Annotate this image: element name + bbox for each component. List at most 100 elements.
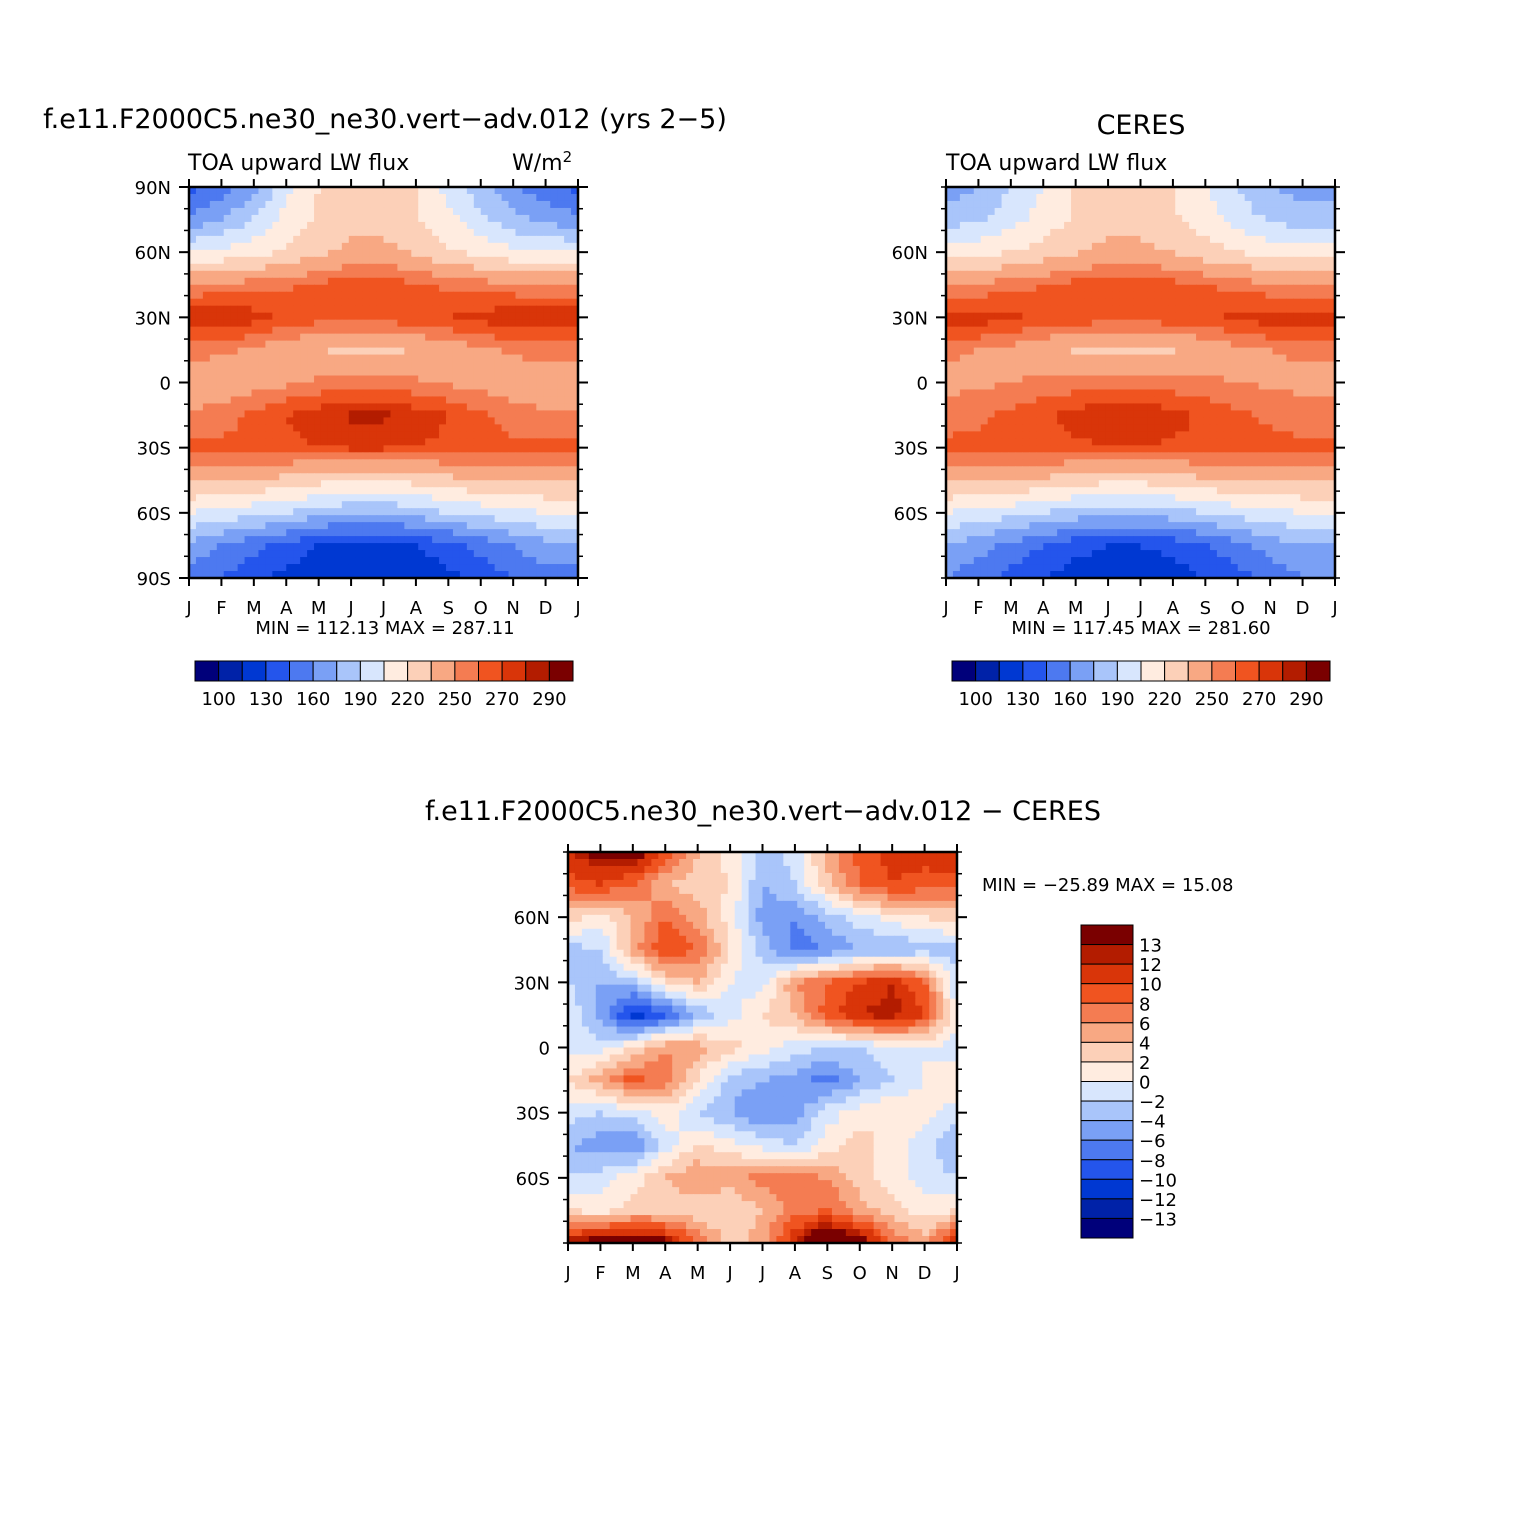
model-cell	[529, 480, 537, 488]
obs-cell	[1057, 396, 1065, 405]
model-cell	[439, 228, 447, 237]
model-cell	[390, 319, 398, 328]
obs-cell	[1189, 277, 1197, 286]
obs-cell	[1189, 187, 1197, 195]
obs-cell	[946, 284, 954, 293]
model-cell	[334, 424, 343, 432]
obs-cell	[1237, 207, 1246, 216]
model-cell	[279, 431, 287, 439]
model-cell	[446, 361, 454, 370]
obs-cell	[1050, 340, 1058, 349]
model-cell	[341, 277, 350, 286]
obs-cell	[1126, 207, 1135, 216]
model-cell	[473, 403, 482, 412]
model-cell	[494, 564, 503, 572]
obs-cell	[1154, 389, 1162, 398]
model-cell	[515, 445, 524, 453]
obs-cell	[1307, 291, 1315, 300]
obs-cell	[946, 256, 954, 265]
model-cell	[487, 501, 496, 509]
obs-cell	[1029, 305, 1037, 314]
model-cell	[272, 284, 280, 293]
obs-cell	[987, 368, 996, 377]
model-cell	[327, 438, 336, 446]
model-cell	[279, 480, 287, 488]
model-cell	[411, 494, 419, 502]
model-cell	[515, 396, 524, 405]
model-cell	[397, 361, 405, 370]
model-cell	[216, 270, 225, 279]
model-cell	[307, 326, 315, 335]
obs-cell	[1272, 221, 1281, 230]
obs-cell	[973, 375, 982, 384]
obs-cell	[1258, 326, 1267, 335]
model-cell	[390, 466, 398, 474]
model-cell	[397, 389, 405, 398]
model-cell	[327, 396, 336, 405]
obs-cell	[1272, 284, 1281, 293]
obs-cell	[1119, 270, 1128, 279]
model-cell	[452, 263, 461, 272]
model-cell	[300, 291, 308, 300]
model-cell	[202, 291, 211, 300]
model-cell	[327, 431, 336, 439]
model-cell	[487, 354, 496, 363]
model-cell	[230, 389, 239, 398]
model-cell	[446, 200, 454, 209]
model-cell	[536, 319, 544, 328]
obs-cell	[1279, 277, 1287, 286]
model-cell	[383, 200, 392, 209]
model-cell	[550, 270, 558, 279]
obs-cell	[1015, 270, 1024, 279]
obs-cell	[1133, 340, 1142, 349]
model-cell	[564, 375, 572, 384]
obs-cell	[1209, 375, 1218, 384]
model-cell	[216, 452, 225, 460]
model-cell	[439, 333, 447, 342]
obs-cell	[1147, 305, 1155, 314]
obs-cell	[1286, 298, 1294, 307]
obs-cell	[1251, 214, 1260, 223]
obs-cell	[1001, 333, 1010, 342]
obs-cell	[1196, 326, 1204, 335]
model-cell	[452, 522, 461, 530]
model-cell	[487, 382, 496, 391]
model-cell	[307, 319, 315, 328]
model-cell	[404, 249, 412, 258]
model-cell	[300, 375, 308, 384]
model-cell	[272, 431, 280, 439]
model-cell	[237, 193, 246, 202]
model-cell	[383, 277, 392, 286]
obs-cell	[1168, 368, 1176, 377]
model-cell	[508, 235, 517, 244]
obs-cell	[1286, 187, 1294, 195]
obs-cell	[1050, 326, 1058, 335]
model-cell	[286, 445, 294, 453]
model-cell	[265, 487, 273, 495]
model-cell	[439, 508, 447, 516]
model-cell	[286, 333, 294, 342]
model-cell	[348, 508, 357, 516]
model-cell	[466, 466, 475, 474]
obs-cell	[1036, 256, 1044, 265]
model-cell	[459, 284, 468, 293]
obs-cell	[1237, 333, 1246, 342]
model-cell	[237, 550, 246, 558]
model-cell	[244, 424, 253, 432]
model-cell	[362, 368, 371, 377]
model-cell	[439, 326, 447, 335]
obs-cell	[1223, 256, 1232, 265]
model-cell	[189, 431, 197, 439]
model-cell	[258, 564, 267, 572]
model-cell	[397, 312, 405, 321]
model-cell	[480, 298, 489, 307]
model-cell	[286, 207, 294, 216]
obs-cell	[1077, 187, 1086, 195]
obs-cell	[1251, 368, 1260, 377]
model-cell	[473, 501, 482, 509]
model-cell	[459, 361, 468, 370]
model-cell	[251, 207, 260, 216]
model-cell	[355, 312, 364, 321]
model-cell	[189, 270, 197, 279]
model-cell	[508, 277, 517, 286]
